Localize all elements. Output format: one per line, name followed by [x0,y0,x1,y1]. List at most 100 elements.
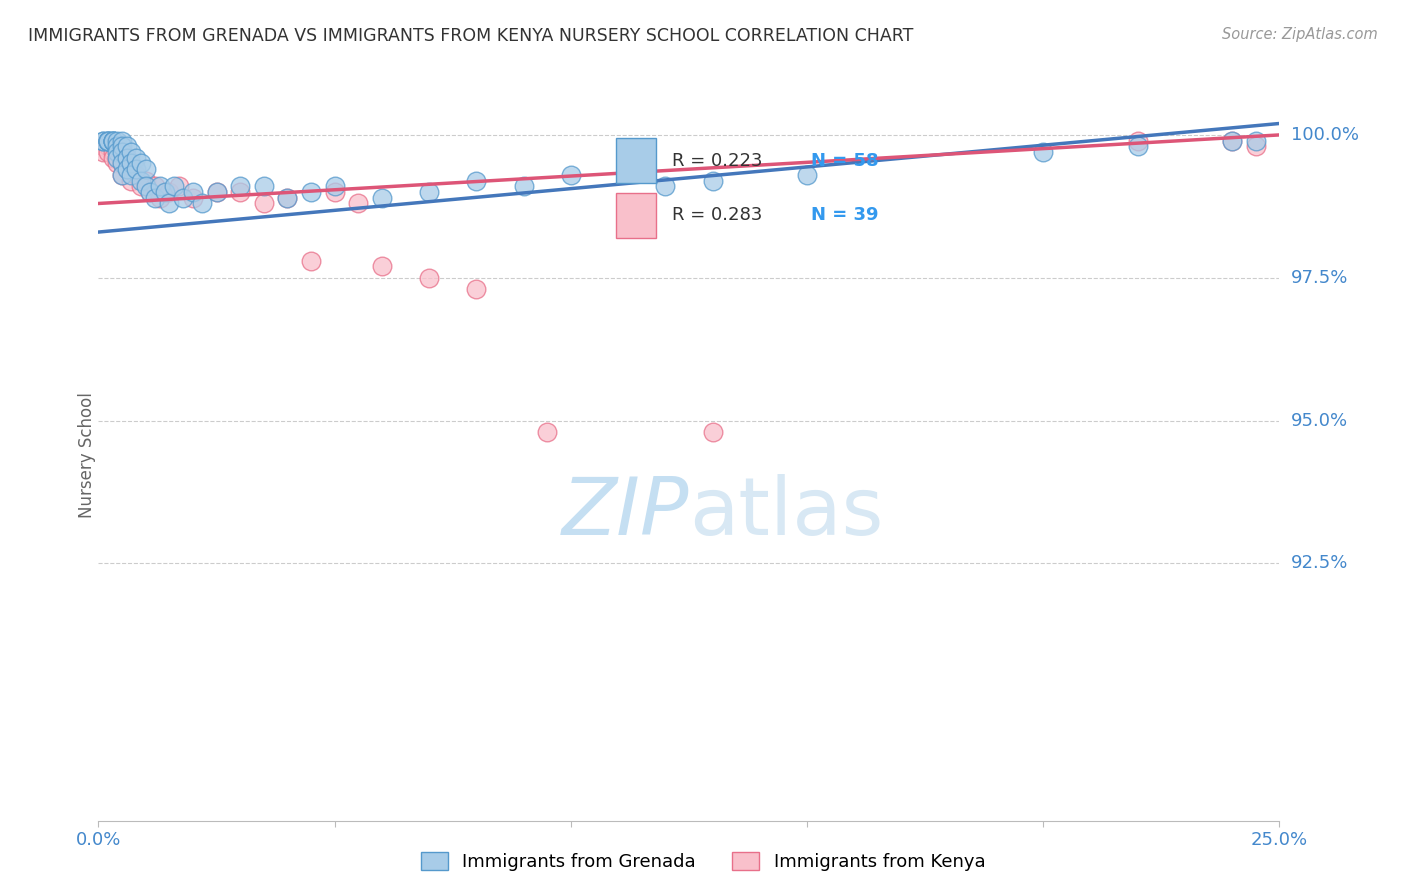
Point [101,134,124,148]
Point [111,145,134,159]
Text: 95.0%: 95.0% [1291,411,1348,430]
Point [125,162,148,177]
Point [191,196,214,211]
Point [97,145,120,159]
Point [97,134,120,148]
Point [276,191,298,205]
Point [105,156,128,170]
Point [181,191,204,205]
Point [205,185,228,199]
Point [229,185,252,199]
Point [157,185,180,199]
Point [347,196,370,211]
Point [163,179,186,194]
Point [101,134,124,148]
Point [702,174,724,188]
Point [121,174,143,188]
Point [1126,139,1149,153]
Point [105,151,128,165]
Point [172,191,194,205]
Text: 92.5%: 92.5% [1291,555,1348,573]
Point [253,196,276,211]
Point [91,145,114,159]
Point [101,134,124,148]
Point [167,179,190,194]
Point [512,179,534,194]
Point [97,134,120,148]
Point [121,162,143,177]
Point [105,139,128,153]
Point [111,168,134,182]
Point [105,151,128,165]
Legend: Immigrants from Grenada, Immigrants from Kenya: Immigrants from Grenada, Immigrants from… [413,845,993,879]
Point [111,139,134,153]
Point [276,191,298,205]
Y-axis label: Nursery School: Nursery School [79,392,96,518]
Point [143,191,166,205]
Point [465,174,488,188]
Point [181,185,204,199]
Point [153,185,176,199]
Point [101,145,124,159]
Point [135,179,157,194]
Point [418,185,440,199]
Point [111,168,134,182]
Point [1126,134,1149,148]
Point [157,196,180,211]
Point [91,139,114,153]
Text: Source: ZipAtlas.com: Source: ZipAtlas.com [1222,27,1378,42]
Point [91,134,114,148]
Point [1244,139,1267,153]
Point [115,151,138,165]
Text: 97.5%: 97.5% [1291,268,1348,286]
Point [465,282,488,296]
Point [1220,134,1243,148]
Point [111,156,134,170]
Text: 100.0%: 100.0% [1291,126,1358,144]
Point [1032,145,1054,159]
Point [371,191,394,205]
Point [560,168,582,182]
Text: atlas: atlas [689,475,883,552]
Point [101,134,124,148]
Point [129,179,152,194]
Point [115,162,138,177]
Point [418,270,440,285]
Point [702,425,724,439]
Point [115,151,138,165]
Point [143,179,166,194]
Point [149,179,172,194]
Point [796,168,818,182]
Point [105,145,128,159]
Point [135,174,157,188]
Point [97,139,120,153]
Point [253,179,276,194]
Point [129,156,152,170]
Point [299,185,322,199]
Point [1220,134,1243,148]
Text: ZIP: ZIP [561,475,689,552]
Point [1244,134,1267,148]
Point [97,134,120,148]
Point [91,134,114,148]
Point [121,156,143,170]
Point [371,260,394,274]
Point [139,185,162,199]
Point [125,168,148,182]
Point [125,151,148,165]
Point [323,179,346,194]
Point [121,145,143,159]
Point [97,134,120,148]
Point [111,134,134,148]
Point [121,168,143,182]
Point [115,162,138,177]
Point [229,179,252,194]
Point [105,134,128,148]
Point [149,191,172,205]
Point [139,185,162,199]
Point [135,162,157,177]
Point [111,156,134,170]
Point [536,425,558,439]
Point [111,145,134,159]
Point [299,253,322,268]
